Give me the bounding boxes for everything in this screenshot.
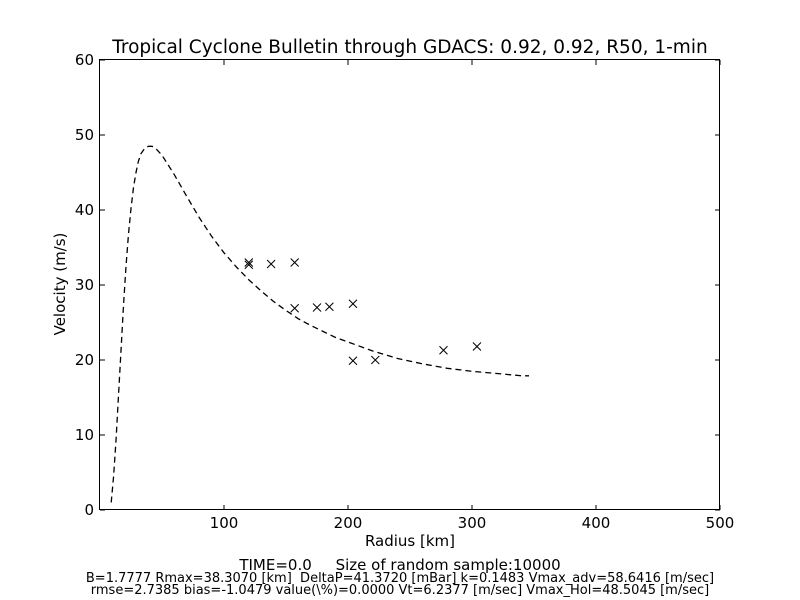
y-tick-label: 40 — [75, 201, 94, 219]
data-point — [348, 299, 358, 309]
x-tick-label: 100 — [210, 514, 239, 532]
x-axis: 100 200 300 400 500 — [210, 60, 735, 532]
x-tick-label: 300 — [458, 514, 487, 532]
series-line-0 — [110, 145, 529, 503]
plot-area — [110, 145, 529, 503]
data-point — [370, 355, 380, 365]
plot-frame — [99, 59, 720, 510]
y-tick-label: 0 — [84, 501, 94, 519]
data-point — [312, 303, 322, 312]
y-tick-label: 50 — [75, 126, 94, 144]
y-tick-label: 20 — [75, 351, 94, 369]
data-point — [290, 303, 300, 313]
data-point — [244, 260, 254, 270]
y-axis: 0 10 20 30 40 50 60 — [75, 51, 720, 519]
x-tick-label: 400 — [582, 514, 611, 532]
data-point — [266, 259, 276, 269]
footer-line-1: TIME=0.0 Size of random sample:10000 — [238, 556, 560, 574]
data-point — [290, 258, 300, 267]
y-tick-label: 10 — [75, 426, 94, 444]
y-tick-label: 60 — [75, 51, 94, 69]
chart-title: Tropical Cyclone Bulletin through GDACS:… — [111, 37, 707, 58]
data-point — [348, 356, 358, 366]
x-axis-label: Radius [km] — [365, 532, 455, 550]
data-point — [244, 258, 254, 267]
x-tick-label: 500 — [706, 514, 735, 532]
y-tick-label: 30 — [75, 276, 94, 294]
data-point — [325, 302, 334, 312]
footer-line-2: B=1.7777 Rmax=38.3070 [km] DeltaP=41.372… — [86, 571, 714, 586]
x-tick-label: 200 — [334, 514, 363, 532]
data-point — [439, 345, 448, 355]
footer-line-3: rmse=2.7385 bias=-1.0479 value(\%)=0.000… — [91, 583, 709, 598]
y-axis-label: Velocity (m/s) — [51, 233, 69, 336]
data-point — [472, 342, 482, 351]
